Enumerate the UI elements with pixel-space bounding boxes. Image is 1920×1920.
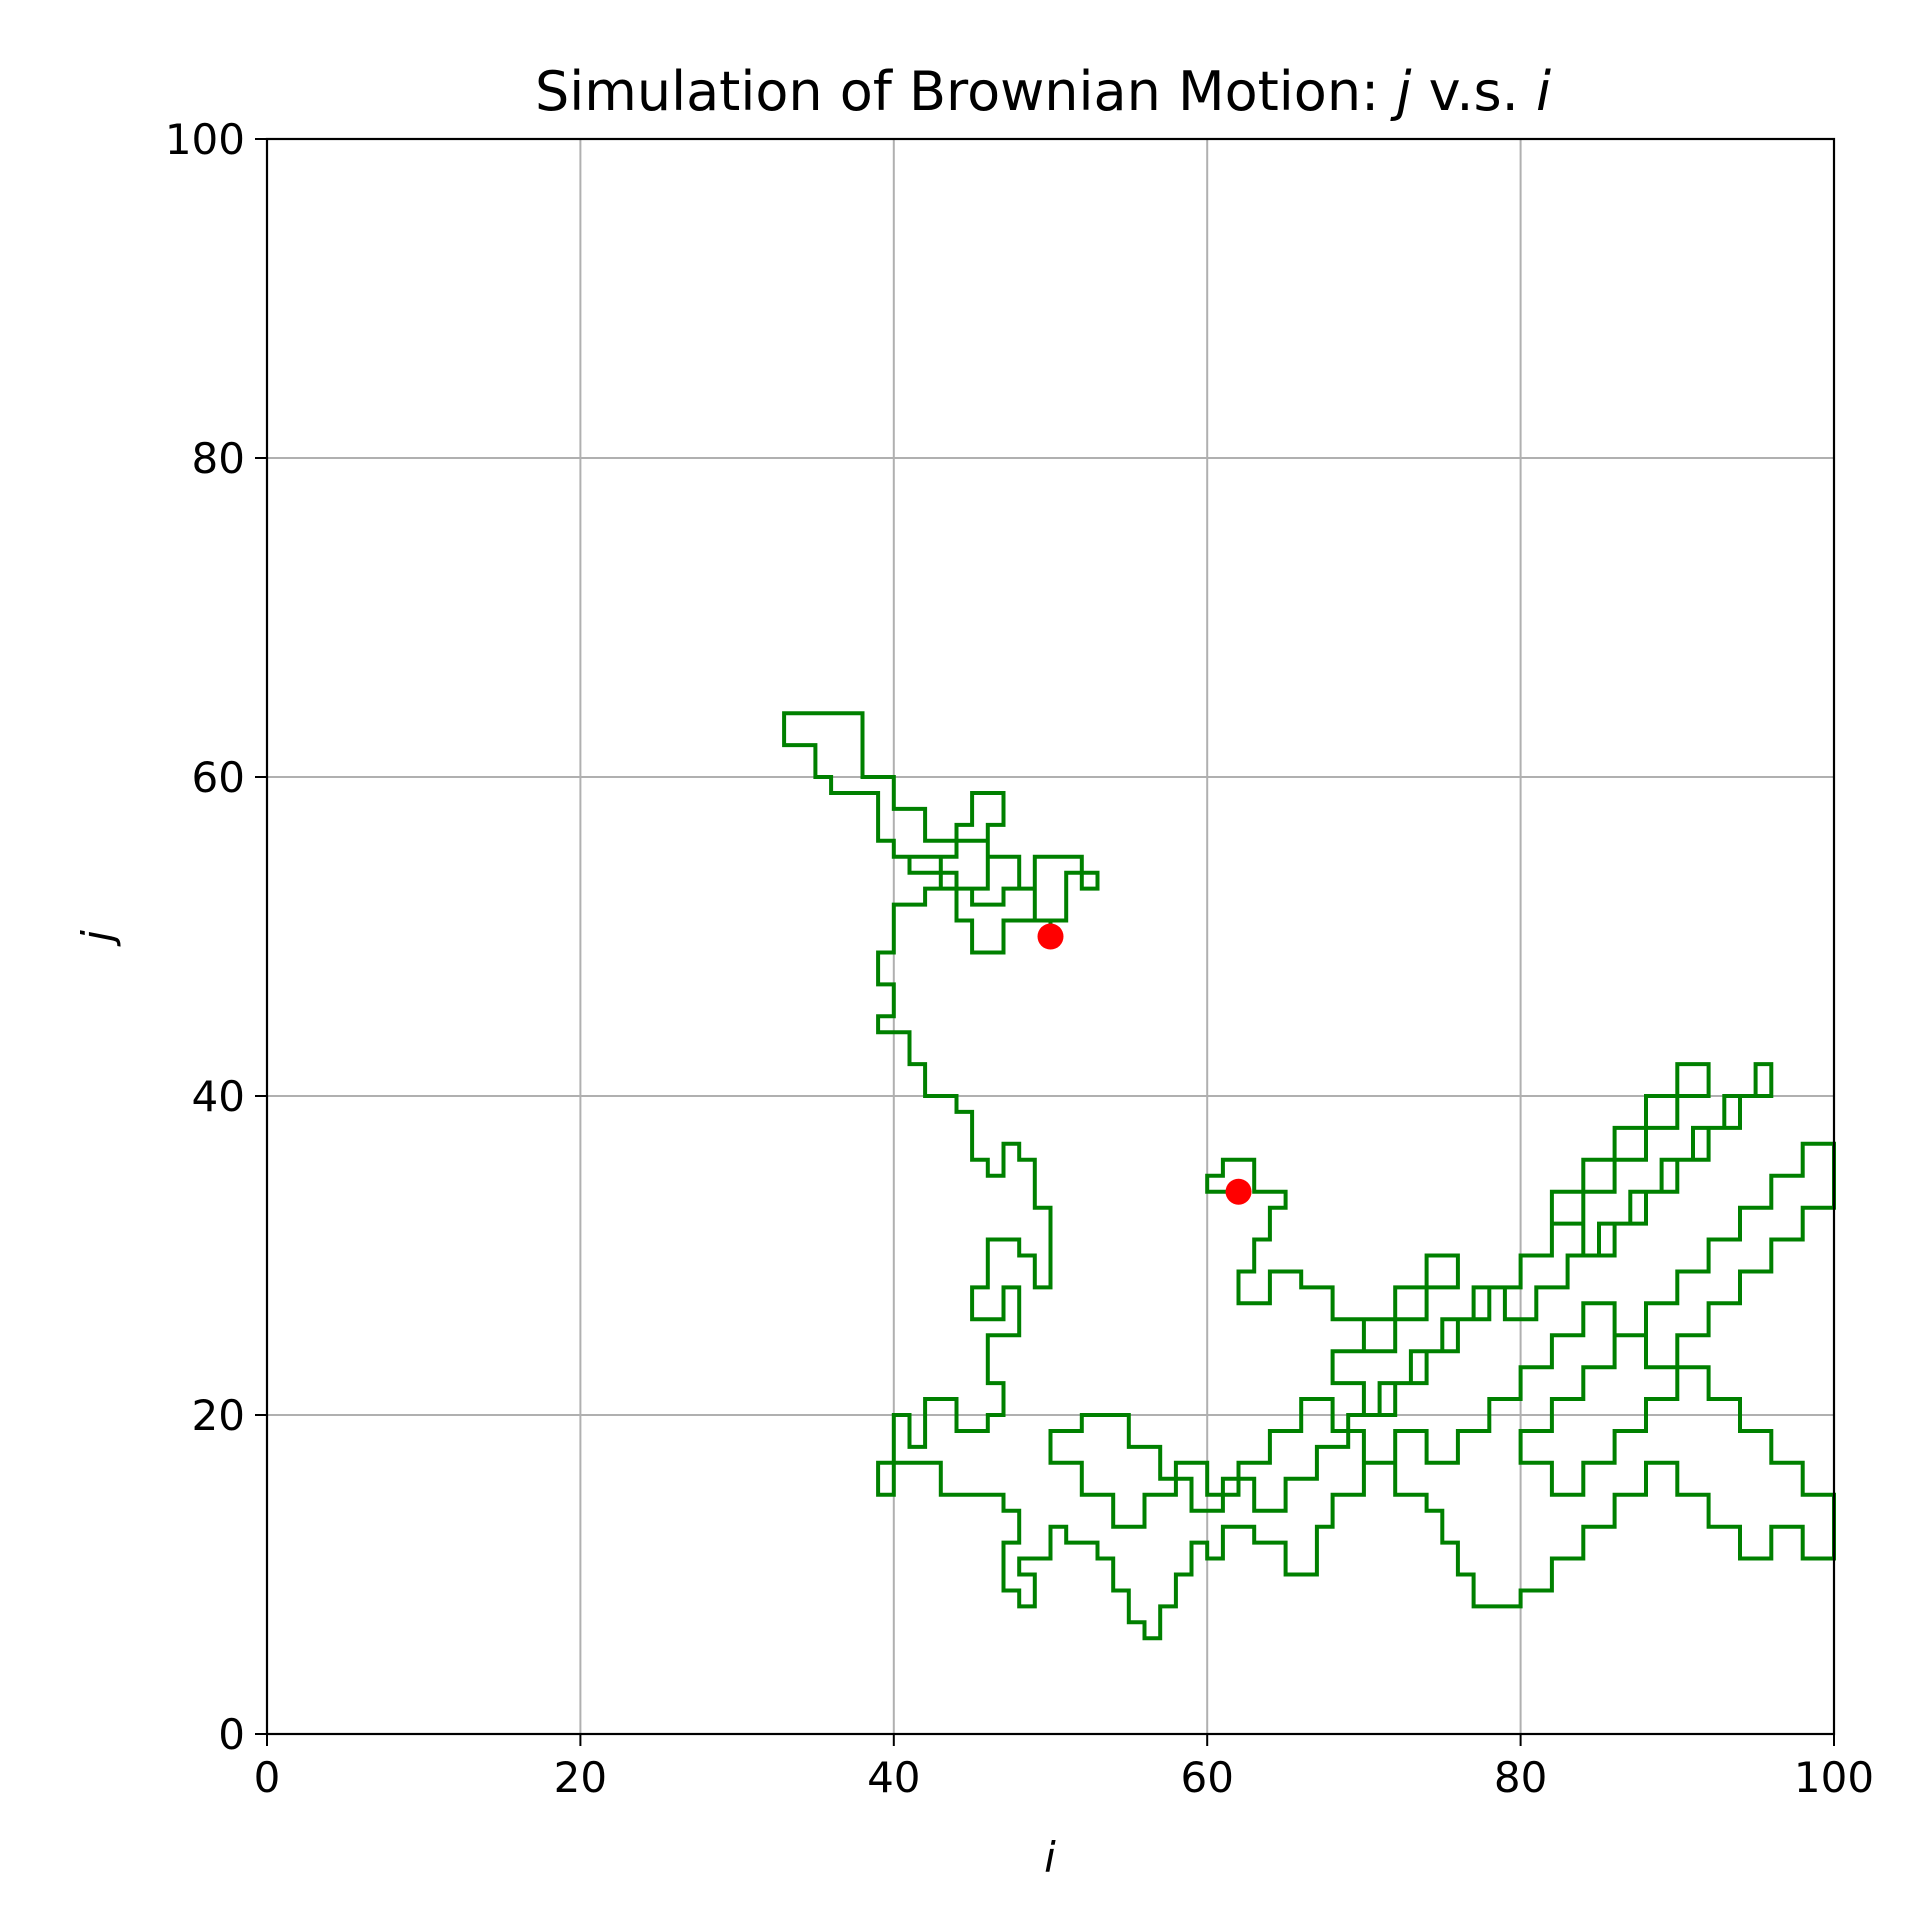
x-tick-label: 60 xyxy=(1180,1753,1233,1802)
y-tick-label: 60 xyxy=(192,753,245,802)
start-point-marker xyxy=(1037,923,1064,950)
plot-frame xyxy=(265,137,1836,1736)
chart-title: Simulation of Brownian Motion: j v.s. i xyxy=(535,60,1551,123)
x-tick-label: 40 xyxy=(867,1753,920,1802)
y-tick-label: 100 xyxy=(165,115,245,164)
y-tick-label: 20 xyxy=(192,1391,245,1440)
chart-title-prefix: Simulation of Brownian Motion: xyxy=(535,60,1396,123)
x-tick-label: 100 xyxy=(1794,1753,1874,1802)
chart-title-var-x: i xyxy=(1536,60,1551,123)
x-tick-label: 80 xyxy=(1494,1753,1547,1802)
y-tick-label: 80 xyxy=(192,434,245,483)
end-point-marker xyxy=(1225,1178,1252,1205)
y-tick-label: 0 xyxy=(218,1710,245,1759)
chart-title-middle: v.s. xyxy=(1411,60,1536,123)
marker-layer xyxy=(1037,923,1252,1205)
y-tick-label: 40 xyxy=(192,1072,245,1121)
x-axis-label: i xyxy=(1044,1833,1056,1882)
brownian-path-line xyxy=(782,711,1836,1641)
x-tick-label: 0 xyxy=(254,1753,281,1802)
ticks: 0 20 40 60 80 100 0 20 40 60 80 100 xyxy=(165,115,1874,1802)
series-layer xyxy=(782,711,1836,1641)
y-axis-label: j xyxy=(73,930,122,947)
x-tick-label: 20 xyxy=(554,1753,607,1802)
